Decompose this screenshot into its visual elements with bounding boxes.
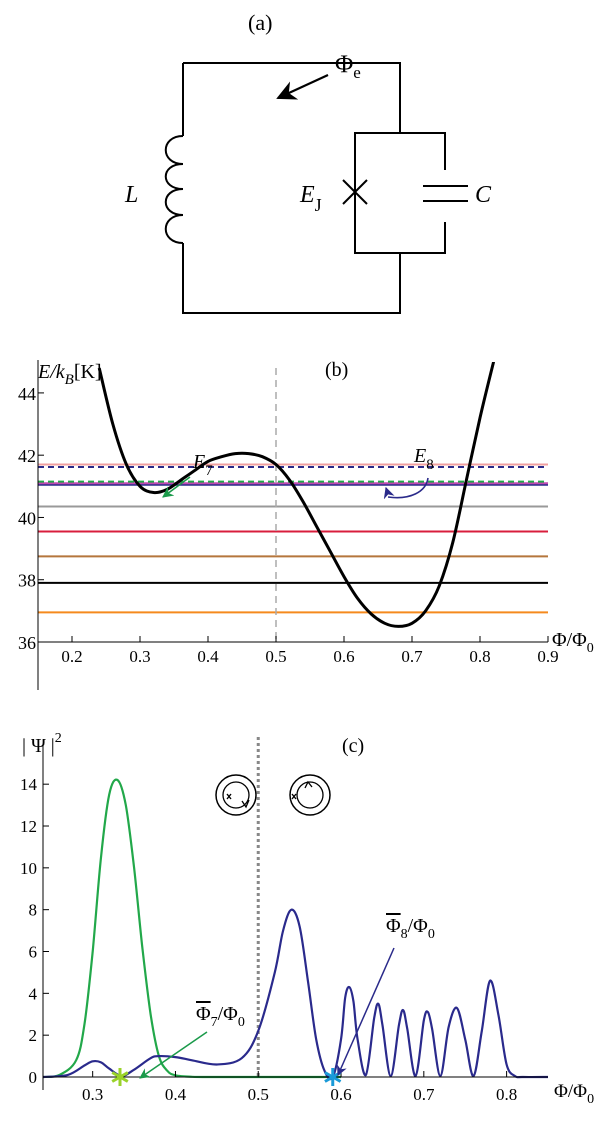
y-tick-label: 4 [29,984,38,1003]
current-loop-right-icon [290,775,330,815]
inductor-coil [166,136,183,243]
y-tick-label: 40 [18,508,36,528]
y-tick-label: 36 [18,633,36,653]
psi8-curve [43,910,548,1079]
phi7-label: Φ7/Φ0 [196,1003,245,1030]
x-tick-label: 0.6 [330,1085,351,1104]
y-tick-label: 44 [18,384,36,404]
capacitor-gap [430,170,460,222]
panel-a-label: (a) [248,10,272,35]
phi7-arrow [140,1032,207,1078]
phi8-label: Φ8/Φ0 [386,915,435,942]
x-tick-label: 0.5 [248,1085,269,1104]
panel-c-chart: (c) | Ψ |2 Φ/Φ0 0.3 0.4 0.5 0.6 0.7 0.8 0 2 4 6 8 1… [20,731,594,1107]
x-tick-label: 0.3 [129,647,150,666]
x-tick-label: 0.7 [401,647,423,666]
potential-curve [99,362,493,627]
panel-b-chart: (b) E/kB[K] Φ/Φ0 0.2 0.3 0.4 0.5 0.6 0.7 0.8 0.… [18,359,594,690]
e7-arrow [163,477,190,497]
panel-b-axes: 0.2 0.3 0.4 0.5 0.6 0.7 0.8 0.9 36 38 40 42 44 [18,360,559,690]
x-tick-label: 0.3 [82,1085,103,1104]
current-loop-left-icon [216,775,256,815]
y-tick-label: 6 [29,943,38,962]
y-tick-label: 8 [29,901,38,920]
panel-b-label: (b) [325,359,348,381]
e8-arrow [386,488,388,494]
x-tick-label: 0.5 [265,647,286,666]
panel-b-ylabel: E/kB[K] [37,361,102,388]
x-tick-label: 0.2 [61,647,82,666]
x-tick-label: 0.8 [469,647,490,666]
panel-c-xlabel: Φ/Φ0 [554,1081,594,1107]
junction-label: EJ [299,182,322,215]
e7-label: E7 [192,451,213,479]
flux-arrow [278,75,328,98]
y-tick-label: 42 [18,446,36,466]
y-tick-label: 0 [29,1068,38,1087]
capacitor-label: C [475,182,492,208]
x-tick-label: 0.6 [333,647,354,666]
y-tick-label: 38 [18,571,36,591]
x-tick-label: 0.8 [496,1085,517,1104]
y-tick-label: 12 [20,817,37,836]
y-tick-label: 14 [20,775,38,794]
x-tick-label: 0.7 [413,1085,435,1104]
psi7-curve [43,780,341,1077]
y-tick-label: 2 [29,1026,38,1045]
panel-a-circuit: (a) Φe L EJ C [124,10,492,313]
e8-label: E8 [413,445,434,473]
panel-c-label: (c) [342,735,364,757]
y-tick-label: 10 [20,859,37,878]
panel-c-ylabel: | Ψ |2 [22,731,62,757]
wire-top [183,63,400,133]
x-tick-label: 0.9 [537,647,558,666]
flux-label: Φe [335,51,361,82]
x-tick-label: 0.4 [165,1085,187,1104]
inductor-label: L [124,182,138,208]
x-tick-label: 0.4 [197,647,219,666]
